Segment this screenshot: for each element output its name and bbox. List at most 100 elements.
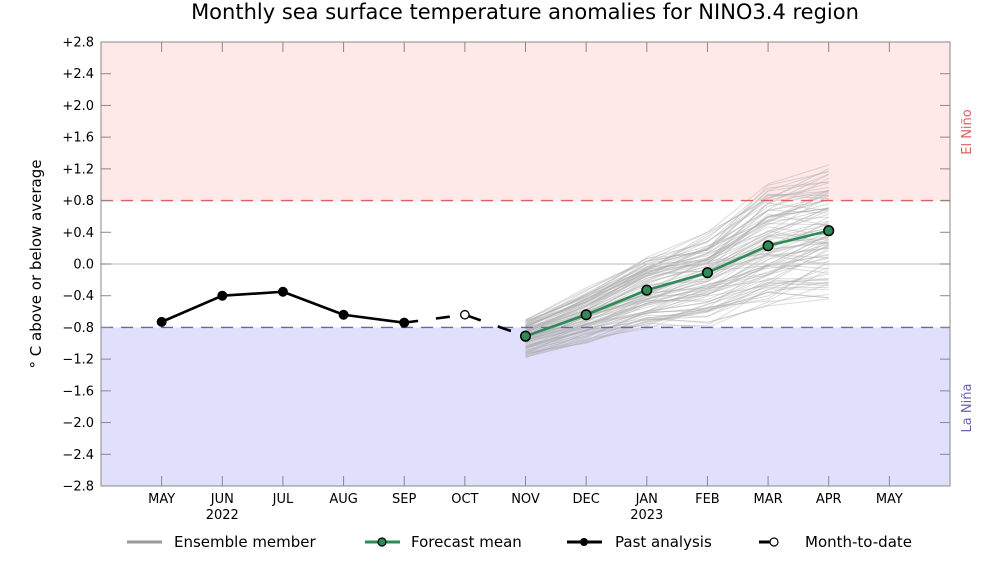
month-to-datepoint [460, 309, 470, 320]
y-tick-label: −2.4 [62, 448, 94, 463]
x-tick-label: JUL [272, 492, 294, 507]
ensemble-member-line [525, 241, 829, 339]
past-analysispoint [277, 286, 288, 297]
x-tick-label: APR [816, 492, 842, 507]
ensemble-member-line [525, 173, 829, 321]
ensemble-member-line [525, 189, 829, 328]
x-tick-label: DEC [572, 492, 599, 507]
y-tick-label: +0.4 [62, 226, 94, 241]
ensemble-member-line [525, 181, 829, 326]
x-tick-label: SEP [392, 492, 416, 507]
ensemble-member-line [525, 282, 829, 354]
ensemble-member-line [525, 192, 829, 328]
ensemble-member-line [525, 291, 829, 358]
ensemble-member-line [525, 278, 829, 359]
ensemble-member-line [525, 191, 829, 328]
ensemble-member-line [525, 216, 829, 332]
forecast-meanpoint [762, 240, 774, 252]
y-tick-label: −1.2 [62, 353, 94, 368]
ensemble-member-line [525, 282, 829, 355]
ensemble-member-line [525, 164, 829, 321]
y-tick-label: 0.0 [73, 258, 94, 273]
ensemble-member-line [525, 207, 829, 330]
ensemble-member-line [525, 273, 829, 350]
ensemble-member-line [525, 238, 829, 341]
ensemble-member-line [525, 279, 829, 356]
y-tick-label: +0.8 [62, 194, 94, 209]
ensemble-member-line [525, 236, 829, 339]
ensemble-member-line [525, 242, 829, 344]
forecast-meanpoint [701, 267, 713, 279]
past-analysispoint [338, 309, 349, 320]
ensemble-member-line [525, 202, 829, 326]
ensemble-member-line [525, 269, 829, 356]
forecast-meanpoint [823, 225, 835, 237]
ensemble-member-line [525, 193, 829, 327]
ensemble-member-line [525, 249, 829, 347]
legend: Ensemble member Forecast mean Past analy… [127, 533, 912, 551]
x-year-label: 2022 [206, 508, 239, 523]
legend-item-ensemble: Ensemble member [127, 533, 317, 551]
ensemble-member-line [525, 247, 829, 348]
x-year-label: 2023 [630, 508, 663, 523]
el-nino-band [101, 42, 950, 201]
series-markers [156, 225, 835, 342]
x-tick-label: MAY [148, 492, 175, 507]
ensemble-member-line [525, 224, 829, 333]
past-analysispoint [217, 290, 228, 301]
legend-mtd-marker [769, 537, 779, 547]
ensemble-member-line [525, 247, 829, 340]
ensemble-member-line [525, 213, 829, 334]
past-analysispoint [399, 317, 410, 328]
ensemble-member-line [525, 194, 829, 324]
ensemble-member-line [525, 288, 829, 358]
ensemble-member-line [525, 174, 829, 324]
y-tick-label: −0.8 [62, 321, 94, 336]
ensemble-member-line [525, 207, 829, 331]
ensemble-member-line [525, 230, 829, 343]
el-nino-label: El Niño [960, 109, 975, 155]
x-tick-label: MAY [876, 492, 903, 507]
ensemble-member-line [525, 263, 829, 348]
ensemble-member-line [525, 199, 829, 326]
legend-past-label: Past analysis [615, 533, 712, 551]
ensemble-member-line [525, 262, 829, 351]
la-nina-band [101, 327, 950, 486]
y-tick-label: +1.6 [62, 131, 94, 146]
y-tick-label: −1.6 [62, 384, 94, 399]
ensemble-member-line [525, 234, 829, 342]
ensemble-member-line [525, 228, 829, 336]
ensemble-member-line [525, 220, 829, 337]
legend-item-past: Past analysis [567, 533, 712, 551]
legend-forecast-label: Forecast mean [411, 533, 522, 551]
ensemble-member-line [525, 213, 829, 330]
y-tick-label: +1.2 [62, 162, 94, 177]
x-tick-label: AUG [329, 492, 357, 507]
ensemble-member-line [525, 168, 829, 324]
legend-forecast-marker [377, 537, 387, 547]
legend-past-marker [580, 538, 588, 546]
ensemble-member-line [525, 171, 829, 322]
x-axis: MAY JUN JUL AUG SEP OCT NOV DEC JAN FEB MAR APR MAY 2… [148, 42, 903, 523]
x-tick-label: FEB [695, 492, 720, 507]
ensemble-member-line [525, 244, 829, 349]
x-tick-label: JUN [210, 492, 234, 507]
ensemble-member-line [525, 208, 829, 331]
ensemble-member-line [525, 293, 829, 354]
ensemble-member-line [525, 261, 829, 347]
ensemble-member-line [525, 286, 829, 349]
month-to-dateline [404, 313, 526, 338]
ensemble-member-line [525, 256, 829, 343]
reference-lines [101, 199, 950, 329]
ensemble-member-line [525, 181, 829, 322]
y-tick-label: +2.0 [62, 99, 94, 114]
ensemble-member-line [525, 195, 829, 333]
x-tick-label: OCT [451, 492, 478, 507]
legend-ensemble-label: Ensemble member [174, 533, 317, 551]
ensemble-member-line [525, 253, 829, 344]
y-tick-label: −0.4 [62, 289, 94, 304]
forecast-meanline [525, 229, 830, 338]
ensemble-member-line [525, 177, 829, 328]
x-tick-label: NOV [511, 492, 540, 507]
